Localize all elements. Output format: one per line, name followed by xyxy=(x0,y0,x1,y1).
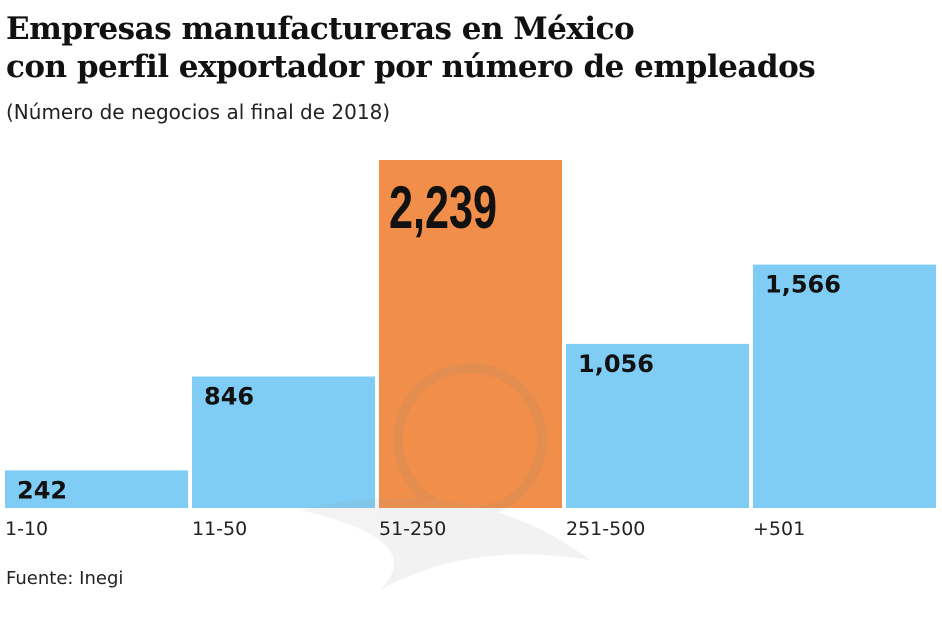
x-tick-label: +501 xyxy=(753,518,805,540)
data-label: 242 xyxy=(17,476,67,504)
watermark-logo xyxy=(300,363,590,590)
chart-subtitle: (Número de negocios al final de 2018) xyxy=(6,100,391,124)
data-label: 846 xyxy=(204,383,254,411)
bar-51-250 xyxy=(379,160,562,508)
bar-251-500 xyxy=(566,343,749,508)
x-tick-label: 1-10 xyxy=(5,518,48,540)
bar-1-10 xyxy=(5,470,188,508)
chart-title-line-2: con perfil exportador por número de empl… xyxy=(6,49,816,85)
x-tick-label: 251-500 xyxy=(566,518,645,540)
data-label: 1,056 xyxy=(578,350,654,378)
data-label: 2,239 xyxy=(389,175,497,242)
x-tick-label: 11-50 xyxy=(192,518,247,540)
chart-title-line-1: Empresas manufactureras en México xyxy=(6,11,635,47)
source-note: Fuente: Inegi xyxy=(6,568,124,589)
data-label: 1,566 xyxy=(765,271,841,299)
x-tick-label: 51-250 xyxy=(379,518,446,540)
bar-11-50 xyxy=(192,376,375,508)
chart-title: Empresas manufactureras en México con pe… xyxy=(6,10,816,86)
bar-+501 xyxy=(753,264,936,508)
